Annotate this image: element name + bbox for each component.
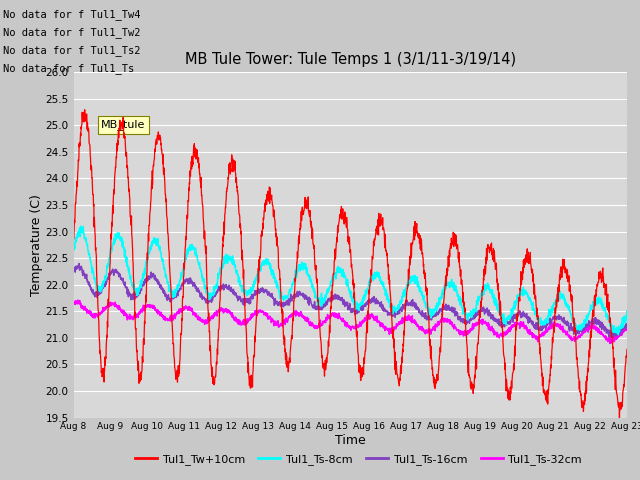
Text: No data for f Tul1_Tw2: No data for f Tul1_Tw2 <box>3 27 141 38</box>
Tul1_Ts-32cm <box>324 314 332 320</box>
Y-axis label: Temperature (C): Temperature (C) <box>29 194 43 296</box>
Tul1_Ts-8cm <box>70 248 77 254</box>
Tul1_Ts-8cm <box>607 320 615 326</box>
Tul1_Ts-16cm <box>623 324 631 330</box>
X-axis label: Time: Time <box>335 434 366 447</box>
Tul1_Ts-16cm <box>99 285 106 291</box>
Tul1_Ts-8cm <box>77 223 84 229</box>
Tul1_Ts-8cm <box>339 266 347 272</box>
Tul1_Ts-16cm <box>70 268 77 274</box>
Tul1_Ts-32cm <box>70 301 77 307</box>
Text: No data for f Tul1_Ts2: No data for f Tul1_Ts2 <box>3 45 141 56</box>
Tul1_Tw+10cm <box>607 330 615 336</box>
Line: Tul1_Ts-8cm: Tul1_Ts-8cm <box>74 226 627 335</box>
Text: MB_tule: MB_tule <box>101 120 146 130</box>
Tul1_Tw+10cm <box>324 338 332 344</box>
Tul1_Tw+10cm <box>81 107 88 113</box>
Tul1_Ts-32cm <box>506 328 514 334</box>
Tul1_Ts-16cm <box>324 296 332 301</box>
Tul1_Ts-8cm <box>623 310 631 316</box>
Tul1_Ts-8cm <box>614 332 622 337</box>
Tul1_Tw+10cm <box>70 237 77 243</box>
Tul1_Tw+10cm <box>339 212 347 218</box>
Tul1_Ts-32cm <box>74 297 82 303</box>
Tul1_Tw+10cm <box>506 391 514 396</box>
Tul1_Ts-32cm <box>606 340 614 346</box>
Line: Tul1_Ts-32cm: Tul1_Ts-32cm <box>74 300 627 343</box>
Tul1_Ts-16cm <box>506 321 514 327</box>
Text: No data for f Tul1_Tw4: No data for f Tul1_Tw4 <box>3 9 141 20</box>
Tul1_Ts-16cm <box>607 331 615 337</box>
Tul1_Ts-8cm <box>324 289 332 295</box>
Line: Tul1_Ts-16cm: Tul1_Ts-16cm <box>74 264 627 337</box>
Tul1_Ts-8cm <box>607 324 615 330</box>
Tul1_Ts-32cm <box>607 339 615 345</box>
Tul1_Ts-16cm <box>609 335 617 340</box>
Title: MB Tule Tower: Tule Temps 1 (3/1/11-3/19/14): MB Tule Tower: Tule Temps 1 (3/1/11-3/19… <box>185 52 516 67</box>
Tul1_Tw+10cm <box>616 418 623 424</box>
Tul1_Ts-32cm <box>608 337 616 343</box>
Tul1_Ts-16cm <box>76 261 83 266</box>
Tul1_Ts-8cm <box>99 281 106 287</box>
Tul1_Ts-32cm <box>623 324 631 329</box>
Tul1_Ts-16cm <box>339 301 347 307</box>
Tul1_Tw+10cm <box>99 374 106 380</box>
Legend: Tul1_Tw+10cm, Tul1_Ts-8cm, Tul1_Ts-16cm, Tul1_Ts-32cm: Tul1_Tw+10cm, Tul1_Ts-8cm, Tul1_Ts-16cm,… <box>131 450 586 469</box>
Tul1_Tw+10cm <box>607 329 615 335</box>
Tul1_Ts-16cm <box>607 330 615 336</box>
Tul1_Ts-8cm <box>506 313 514 319</box>
Tul1_Ts-32cm <box>339 317 347 323</box>
Tul1_Tw+10cm <box>623 346 631 352</box>
Tul1_Ts-32cm <box>99 308 106 314</box>
Line: Tul1_Tw+10cm: Tul1_Tw+10cm <box>74 110 627 421</box>
Text: No data for f Tul1_Ts: No data for f Tul1_Ts <box>3 63 134 74</box>
